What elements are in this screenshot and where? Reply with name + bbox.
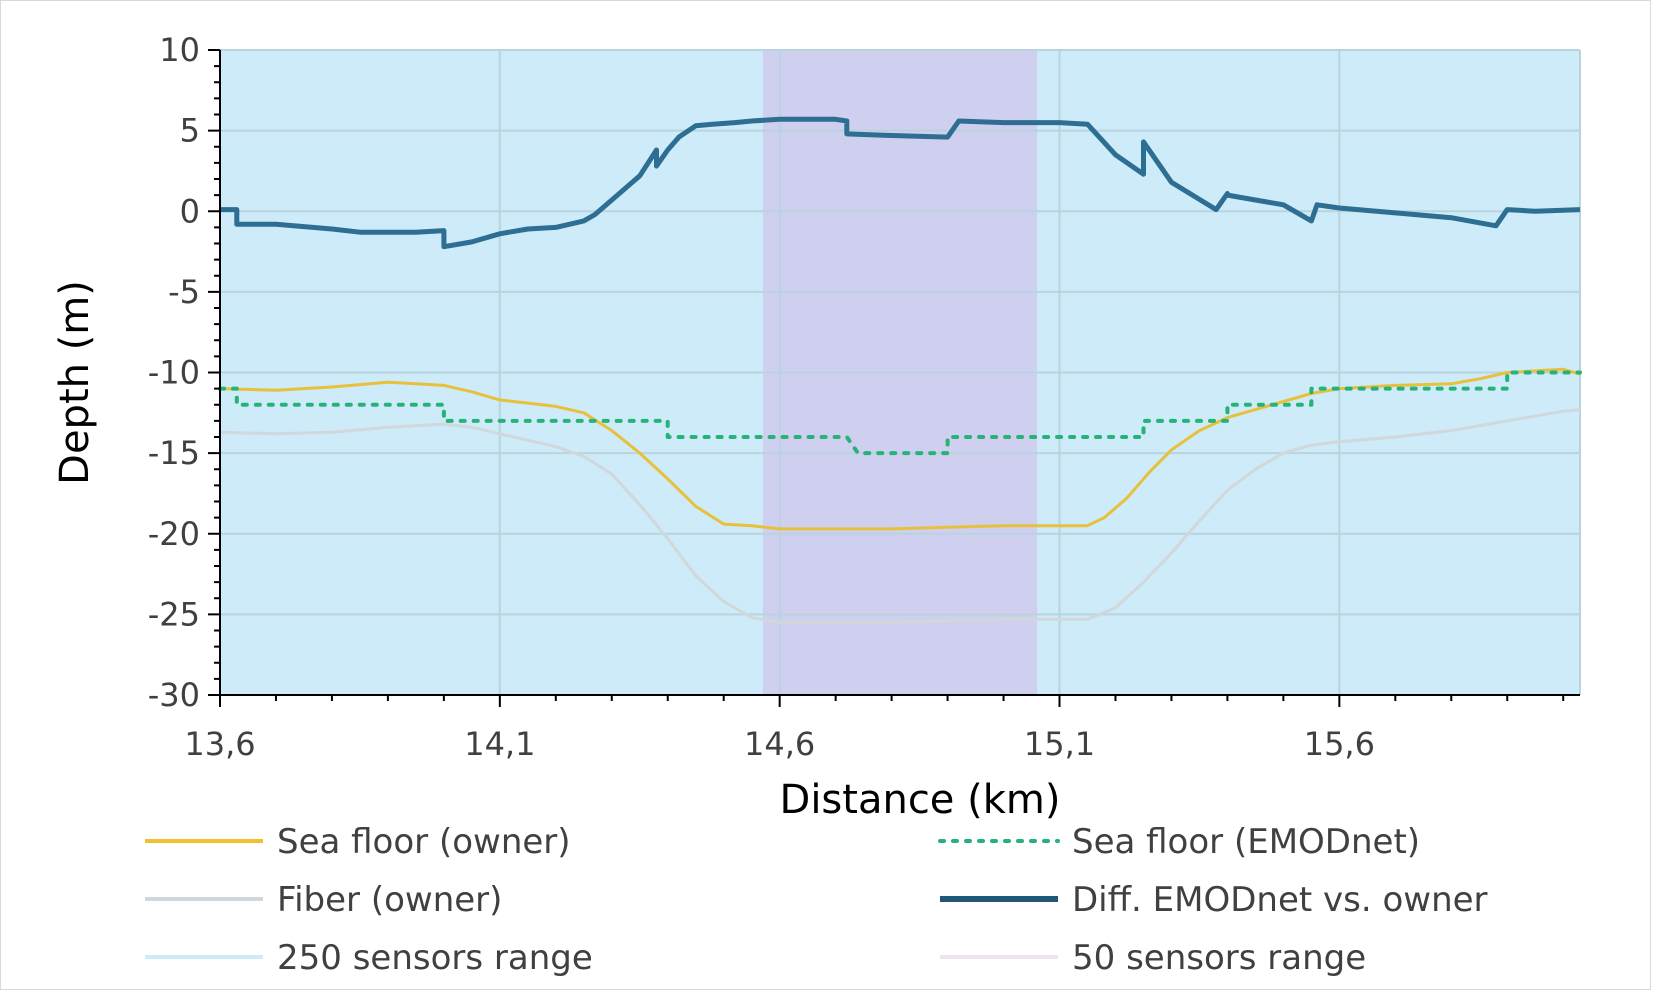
y-tick-label: -15 — [148, 434, 200, 472]
axes — [208, 49, 1580, 707]
y-tick-label: -20 — [148, 515, 200, 553]
x-tick-label: 14,1 — [464, 725, 535, 763]
legend-label-3: Diff. EMODnet vs. owner — [1072, 880, 1488, 920]
y-tick-label: 5 — [180, 112, 200, 150]
x-tick-label: 13,6 — [184, 725, 255, 763]
x-tick-label: 15,6 — [1304, 725, 1375, 763]
series-line-0 — [219, 367, 1581, 531]
series-line-1 — [218, 370, 1582, 456]
x-axis-title: Distance (km) — [780, 777, 1061, 823]
y-tick-label: 0 — [180, 192, 200, 230]
legend-label-5: 50 sensors range — [1072, 938, 1366, 978]
y-tick-label: -5 — [168, 273, 200, 311]
legend: Sea floor (owner) Sea floor (EMODnet) Fibe… — [145, 822, 1488, 978]
series-layer — [218, 116, 1582, 624]
x-tick-label: 14,6 — [744, 725, 815, 763]
tick-labels: 10 5 0 -5 -10 -15 -20 -25 -30 13,6 14,1 14,6 15,1 15,… — [148, 31, 1375, 763]
y-tick-label: -25 — [148, 595, 200, 633]
legend-label-2: Fiber (owner) — [277, 880, 502, 920]
y-tick-label: -10 — [148, 354, 200, 392]
series-line-2 — [219, 408, 1581, 624]
y-tick-label: 10 — [159, 31, 200, 69]
y-axis-title: Depth (m) — [52, 280, 98, 485]
y-tick-label: -30 — [148, 676, 200, 714]
series-line-3 — [220, 116, 1581, 250]
legend-label-4: 250 sensors range — [277, 938, 593, 978]
legend-label-1: Sea floor (EMODnet) — [1072, 822, 1420, 862]
legend-label-0: Sea floor (owner) — [277, 822, 571, 862]
x-tick-label: 15,1 — [1024, 725, 1095, 763]
